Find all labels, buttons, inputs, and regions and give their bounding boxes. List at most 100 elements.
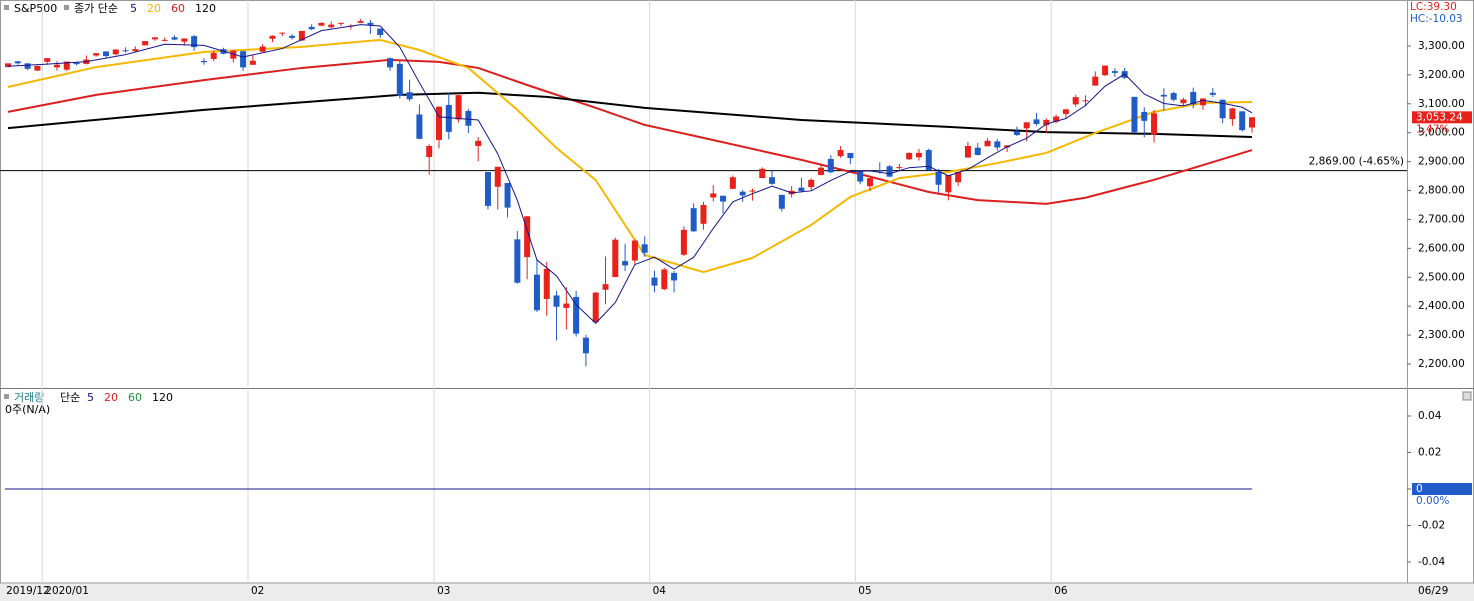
candle-body <box>484 172 491 206</box>
x-tick-label: 03 <box>437 585 450 597</box>
candle-body <box>455 95 462 120</box>
candle-body <box>53 64 60 68</box>
candle-body <box>945 175 952 193</box>
candle-body <box>357 21 364 23</box>
candle-body <box>524 216 531 258</box>
hc-label: HC:-10.03 <box>1410 13 1463 25</box>
y-tick-label: 2,500.00 <box>1418 271 1465 283</box>
panel-button[interactable] <box>1462 391 1472 401</box>
candle-body <box>289 35 296 38</box>
candle-body <box>886 166 893 177</box>
y-tick-label: -0.02 <box>1418 520 1445 532</box>
candle-body <box>1013 131 1020 136</box>
candle-body <box>749 190 756 192</box>
candle-body <box>827 159 834 173</box>
y-tick-label: 3,100.00 <box>1418 98 1465 110</box>
candle-body <box>269 35 276 39</box>
candle-body <box>896 167 903 169</box>
candle-body <box>1111 71 1118 73</box>
candle-body <box>543 268 550 299</box>
candle-body <box>122 50 129 52</box>
x-tick-label: 06 <box>1054 585 1068 597</box>
candle-body <box>1190 91 1197 105</box>
candle-body <box>1033 119 1040 125</box>
candle-body <box>857 170 864 182</box>
legend-entry: 120 <box>152 391 173 404</box>
y-tick-label: 2,600.00 <box>1418 242 1465 254</box>
change-label: 1.47% <box>1416 123 1449 135</box>
candle-body <box>5 63 11 68</box>
candle-body <box>1082 100 1089 102</box>
candle-body <box>1131 96 1138 133</box>
x-tick-label: 04 <box>653 585 667 597</box>
candle-body <box>1200 98 1207 106</box>
y-tick-label: 0.04 <box>1418 410 1442 422</box>
candle-body <box>964 146 971 158</box>
candle-body <box>847 152 854 159</box>
candle-body <box>142 41 149 46</box>
ma-line <box>7 38 1253 274</box>
candle-body <box>387 58 394 68</box>
candle-body <box>1072 97 1079 105</box>
x-tick-label: 05 <box>858 585 871 597</box>
candle-body <box>200 61 207 63</box>
candle-body <box>906 152 913 160</box>
legend-entry: 5 <box>87 391 94 404</box>
candle-body <box>984 140 991 147</box>
candle-body <box>44 58 51 62</box>
candle-body <box>612 239 619 277</box>
candle-body <box>602 284 609 290</box>
candle-body <box>338 22 345 24</box>
candle-body <box>641 244 648 253</box>
candle-body <box>1209 92 1216 95</box>
candle-body <box>592 292 599 323</box>
candle-body <box>778 194 785 209</box>
candle-body <box>318 22 325 26</box>
candle-body <box>915 152 922 158</box>
candle-body <box>876 170 883 172</box>
candle-body <box>308 26 315 30</box>
legend-title: S&P500 <box>14 2 57 15</box>
legend-entry: 5 <box>130 2 137 15</box>
candle-body <box>818 167 825 175</box>
ma-line <box>7 58 1253 205</box>
candle-body <box>769 177 776 184</box>
candle-body <box>396 63 403 96</box>
x-tick-label: 2019/12 <box>6 585 50 597</box>
y-tick-label: 2,200.00 <box>1418 358 1465 370</box>
candle-body <box>1141 111 1148 121</box>
candle-body <box>837 150 844 157</box>
candle-body <box>563 303 570 308</box>
candle-body <box>720 195 727 202</box>
legend-method: 종가 단순 <box>74 2 118 15</box>
annotation: 0주(N/A) <box>5 403 50 416</box>
candle-body <box>1249 117 1255 128</box>
y-tick-label: 3,200.00 <box>1418 69 1465 81</box>
legend-icon <box>4 5 9 10</box>
candle-body <box>298 30 305 41</box>
candle-body <box>661 269 668 290</box>
y-tick-label: 3,300.00 <box>1418 40 1465 52</box>
candle-body <box>533 274 540 311</box>
legend-title: 거래량 <box>14 391 44 404</box>
candle-body <box>671 272 678 281</box>
candle-body <box>1160 94 1167 97</box>
candle-body <box>435 106 442 140</box>
value-tag-label: 0 <box>1416 483 1423 495</box>
lc-label: LC:39.30 <box>1410 1 1457 13</box>
candle-body <box>582 337 589 354</box>
candle-body <box>729 177 736 189</box>
candle-body <box>1053 116 1060 122</box>
y-tick-label: 2,300.00 <box>1418 329 1465 341</box>
candle-body <box>465 111 472 126</box>
candle-body <box>34 65 41 71</box>
y-tick-label: 2,800.00 <box>1418 185 1465 197</box>
candle-body <box>191 36 198 48</box>
candle-body <box>573 296 580 334</box>
y-tick-label: 2,900.00 <box>1418 156 1465 168</box>
x-tick-label: 02 <box>251 585 264 597</box>
candle-body <box>367 22 374 25</box>
candle-body <box>181 38 188 42</box>
candle-body <box>700 204 707 224</box>
